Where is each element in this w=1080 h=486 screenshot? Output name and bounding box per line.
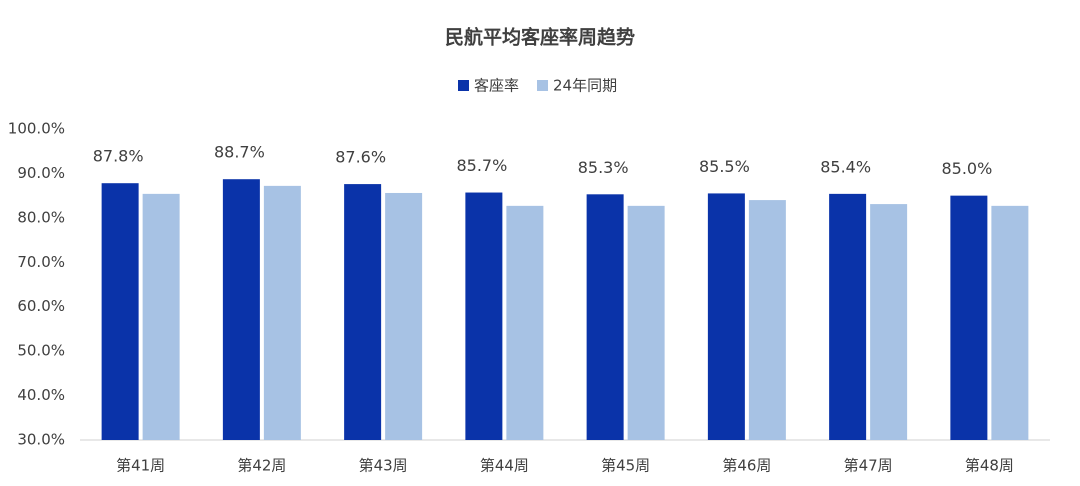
y-tick-label: 50.0% [17,342,65,360]
bar [707,193,745,440]
y-tick-label: 40.0% [17,386,65,404]
legend-swatch [458,80,469,91]
bar [385,192,423,440]
bar [748,200,786,440]
legend-label: 24年同期 [553,77,617,95]
y-tick-label: 30.0% [17,431,65,449]
bar [465,192,503,440]
x-tick-label: 第45周 [601,457,650,475]
y-tick-label: 90.0% [17,164,65,182]
value-label: 85.0% [941,159,992,178]
bar [991,205,1029,440]
bar [344,184,382,440]
legend-swatch [537,80,549,91]
legend-label: 客座率 [474,77,519,95]
x-tick-label: 第48周 [965,457,1014,475]
value-label: 85.3% [578,158,629,177]
y-tick-label: 60.0% [17,297,65,315]
x-tick-label: 第46周 [722,457,771,475]
bar [101,183,139,440]
bar [829,193,867,440]
bar [586,194,624,440]
value-label: 87.6% [335,148,386,167]
x-tick-label: 第42周 [237,457,286,475]
chart-title: 民航平均客座率周趋势 [445,26,635,49]
bar [950,195,988,440]
value-label: 87.8% [93,147,144,166]
y-tick-label: 100.0% [8,120,65,138]
value-label: 85.5% [699,157,750,176]
bar [142,193,180,440]
bar [263,185,301,440]
y-tick-label: 80.0% [17,208,65,226]
x-tick-label: 第43周 [359,457,408,475]
bar [222,179,260,440]
bar [870,204,908,440]
bar [506,205,544,440]
y-tick-label: 70.0% [17,253,65,271]
value-label: 88.7% [214,143,265,162]
bar [627,205,665,440]
x-tick-label: 第44周 [480,457,529,475]
value-label: 85.7% [456,156,507,175]
x-tick-label: 第47周 [844,457,893,475]
x-tick-label: 第41周 [116,457,165,475]
value-label: 85.4% [820,157,871,176]
